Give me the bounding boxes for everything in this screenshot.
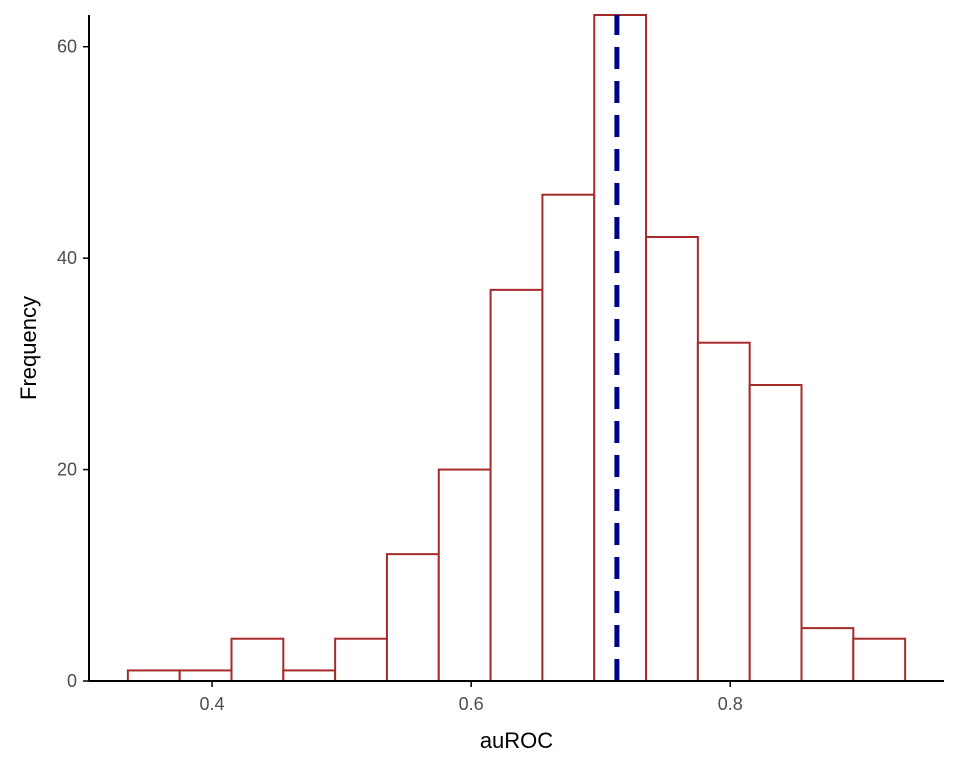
y-axis-title: Frequency [16,296,41,400]
histogram-bar-14 [800,627,855,683]
histogram-bar-5 [334,637,388,683]
histogram-bar-15 [852,637,907,683]
histogram-bars [126,14,907,683]
histogram-bar-3 [230,637,285,683]
histogram-bar-12 [696,341,751,682]
histogram-bar-11 [645,236,699,682]
x-tick-label: 0.8 [718,694,743,714]
histogram-bar-4 [282,669,337,682]
histogram-bar-13 [748,384,803,682]
axes [88,15,944,682]
histogram-bar-2 [178,669,233,682]
histogram-bar-10 [593,14,648,682]
histogram-bar-6 [385,553,440,683]
y-tick-label: 60 [57,37,77,57]
histogram-bar-8 [489,288,544,682]
x-axis-title: auROC [480,728,553,753]
histogram-bar-9 [541,193,596,683]
y-tick-label: 20 [57,460,77,480]
x-tick-label: 0.4 [200,694,225,714]
histogram-bar-1 [126,669,181,682]
x-tick-label: 0.6 [459,694,484,714]
y-tick-label: 0 [67,671,77,691]
ticks: 0.4 0.6 0.8 0 20 40 60 [57,37,743,714]
histogram-bar-7 [437,468,492,682]
y-tick-label: 40 [57,248,77,268]
